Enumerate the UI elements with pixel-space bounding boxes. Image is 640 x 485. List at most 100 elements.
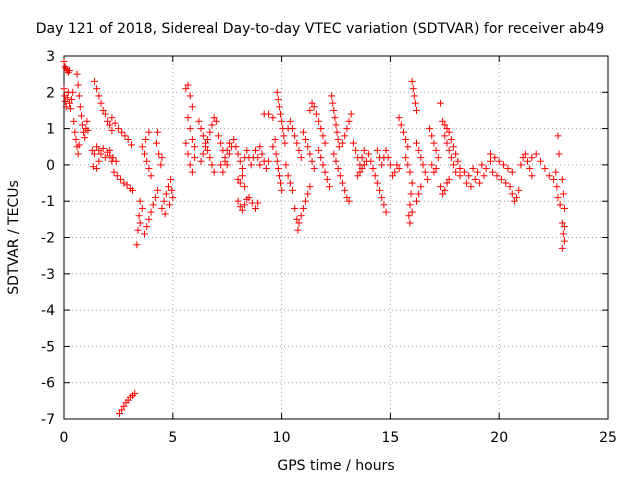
data-point bbox=[225, 150, 233, 158]
data-point bbox=[114, 125, 122, 133]
data-point bbox=[367, 157, 375, 165]
data-point bbox=[376, 186, 384, 194]
data-point bbox=[302, 197, 310, 205]
data-point bbox=[142, 135, 150, 143]
data-point bbox=[81, 134, 89, 142]
data-point bbox=[293, 215, 301, 223]
data-point bbox=[528, 172, 536, 180]
data-point bbox=[500, 161, 508, 169]
data-point bbox=[154, 128, 162, 136]
y-tick-label: -3 bbox=[41, 267, 55, 283]
data-point bbox=[204, 135, 212, 143]
data-point bbox=[334, 135, 342, 143]
data-point bbox=[358, 154, 366, 162]
data-point bbox=[117, 175, 125, 183]
data-point bbox=[120, 402, 128, 410]
data-point bbox=[413, 139, 421, 147]
data-point bbox=[506, 183, 514, 191]
data-point bbox=[186, 92, 194, 100]
data-point bbox=[278, 186, 286, 194]
x-tick-label: 10 bbox=[273, 430, 291, 446]
data-point bbox=[537, 157, 545, 165]
data-point bbox=[554, 194, 562, 202]
data-point bbox=[406, 219, 414, 227]
data-point bbox=[550, 175, 558, 183]
data-point bbox=[406, 201, 414, 209]
data-point bbox=[62, 103, 70, 111]
data-point bbox=[389, 172, 397, 180]
data-point bbox=[399, 128, 407, 136]
data-point bbox=[360, 146, 368, 154]
data-point bbox=[147, 172, 155, 180]
data-point bbox=[160, 197, 168, 205]
data-point bbox=[71, 128, 79, 136]
data-point bbox=[452, 168, 460, 176]
data-point bbox=[101, 154, 109, 162]
data-point bbox=[161, 210, 169, 218]
data-point bbox=[558, 175, 566, 183]
data-point bbox=[166, 201, 174, 209]
data-point bbox=[369, 165, 377, 173]
data-point bbox=[277, 110, 285, 118]
data-point bbox=[358, 165, 366, 173]
data-point bbox=[83, 117, 91, 125]
data-point bbox=[349, 139, 357, 147]
data-point bbox=[428, 161, 436, 169]
data-point bbox=[345, 117, 353, 125]
data-point bbox=[254, 199, 262, 207]
data-point bbox=[308, 99, 316, 107]
data-point bbox=[121, 132, 129, 140]
data-point bbox=[443, 139, 451, 147]
data-point bbox=[158, 204, 166, 212]
data-point bbox=[441, 121, 449, 129]
data-point bbox=[230, 135, 238, 143]
data-point bbox=[447, 135, 455, 143]
data-point bbox=[223, 161, 231, 169]
data-point bbox=[164, 183, 172, 191]
data-point bbox=[312, 110, 320, 118]
data-point bbox=[456, 172, 464, 180]
data-point bbox=[395, 165, 403, 173]
data-point bbox=[408, 179, 416, 187]
y-tick-label: 3 bbox=[46, 49, 55, 65]
data-point bbox=[409, 85, 417, 93]
data-point bbox=[559, 230, 567, 238]
data-point bbox=[97, 150, 105, 158]
data-point bbox=[77, 112, 85, 120]
data-point bbox=[188, 168, 196, 176]
data-point bbox=[256, 143, 264, 151]
data-point bbox=[138, 204, 146, 212]
data-point bbox=[278, 117, 286, 125]
data-point bbox=[145, 128, 153, 136]
data-point bbox=[421, 168, 429, 176]
data-point bbox=[147, 208, 155, 216]
data-point bbox=[291, 204, 299, 212]
data-point bbox=[291, 132, 299, 140]
data-point bbox=[402, 135, 410, 143]
data-point bbox=[445, 175, 453, 183]
data-point bbox=[508, 168, 516, 176]
data-point bbox=[120, 179, 128, 187]
data-point bbox=[386, 161, 394, 169]
data-point bbox=[408, 77, 416, 85]
data-point bbox=[436, 183, 444, 191]
data-point bbox=[131, 390, 139, 398]
data-point bbox=[262, 165, 270, 173]
data-point bbox=[236, 203, 244, 211]
data-point bbox=[188, 135, 196, 143]
data-point bbox=[95, 146, 103, 154]
data-point bbox=[302, 135, 310, 143]
data-point bbox=[415, 190, 423, 198]
data-point bbox=[274, 165, 282, 173]
data-point bbox=[68, 96, 76, 104]
data-point bbox=[341, 132, 349, 140]
data-point bbox=[234, 197, 242, 205]
data-point bbox=[62, 65, 70, 73]
x-tick-label: 15 bbox=[381, 430, 399, 446]
data-point bbox=[169, 194, 177, 202]
data-point bbox=[329, 99, 337, 107]
data-point bbox=[497, 175, 505, 183]
data-point bbox=[188, 103, 196, 111]
data-point bbox=[184, 150, 192, 158]
data-point bbox=[304, 190, 312, 198]
